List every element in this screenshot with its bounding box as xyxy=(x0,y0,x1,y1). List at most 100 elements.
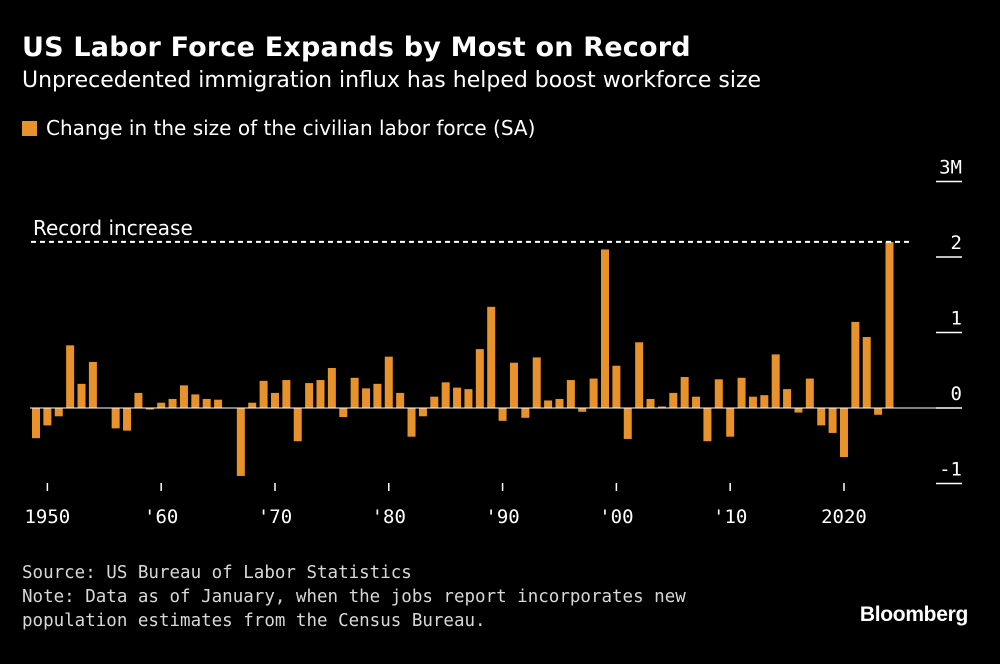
bar-1961 xyxy=(168,398,177,408)
bar-1964 xyxy=(202,398,211,408)
bar-1986 xyxy=(453,387,462,408)
bar-2018 xyxy=(817,408,826,426)
bar-1998 xyxy=(589,378,598,408)
bar-1969 xyxy=(259,380,268,408)
bar-2006 xyxy=(680,377,689,408)
bar-1976 xyxy=(339,408,348,418)
y-tick-label: 3M xyxy=(939,157,962,179)
legend-swatch xyxy=(22,120,37,136)
y-tick-label: 1 xyxy=(951,308,962,330)
bar-1982 xyxy=(407,408,416,437)
y-axis: 3M 2 1 0 -1 xyxy=(936,157,962,485)
bar-2023 xyxy=(874,408,883,415)
bar-1963 xyxy=(191,394,200,408)
bar-1990 xyxy=(498,408,507,421)
bar-1996 xyxy=(566,380,575,408)
bar-1987 xyxy=(464,389,473,408)
bar-1980 xyxy=(384,356,393,408)
bar-2011 xyxy=(737,377,746,408)
bar-2005 xyxy=(669,392,678,408)
bar-2020 xyxy=(839,408,848,458)
y-tick-label: 2 xyxy=(951,232,962,254)
bar-1954 xyxy=(88,361,97,408)
bar-1950 xyxy=(43,408,52,426)
bar-1960 xyxy=(157,402,166,408)
bar-1981 xyxy=(396,392,405,408)
bar-2000 xyxy=(612,365,621,408)
bar-1975 xyxy=(327,367,336,408)
bar-2007 xyxy=(692,396,701,408)
bloomberg-logo: Bloomberg xyxy=(859,603,968,626)
bar-1970 xyxy=(270,392,279,408)
x-tick-label: '60 xyxy=(144,506,178,528)
x-tick-label: 2020 xyxy=(821,506,867,528)
bar-2017 xyxy=(805,378,814,408)
bar-1985 xyxy=(441,382,450,408)
record-annotation: Record increase xyxy=(31,216,912,243)
y-tick-label: -1 xyxy=(939,459,962,481)
note-line-1: Note: Data as of January, when the jobs … xyxy=(22,587,686,607)
chart-title: US Labor Force Expands by Most on Record xyxy=(22,32,691,63)
chart-subtitle: Unprecedented immigration influx has hel… xyxy=(22,68,762,93)
bar-1958 xyxy=(134,392,143,408)
x-tick-label: '80 xyxy=(372,506,406,528)
bar-2024 xyxy=(885,241,894,408)
bar-1953 xyxy=(77,383,86,408)
bar-2015 xyxy=(783,389,792,408)
x-tick-label: '00 xyxy=(599,506,633,528)
bar-2013 xyxy=(760,395,769,408)
bar-1978 xyxy=(362,388,371,408)
bar-2004 xyxy=(657,406,666,408)
record-label: Record increase xyxy=(33,216,193,240)
bar-1973 xyxy=(305,383,314,408)
bar-1949 xyxy=(32,408,40,439)
bar-1968 xyxy=(248,402,257,408)
bar-1994 xyxy=(544,400,553,408)
x-tick-label: 1950 xyxy=(24,506,70,528)
bar-1971 xyxy=(282,380,291,408)
x-axis: 1950 '60 '70 '80 '90 '00 '10 2020 xyxy=(24,483,867,528)
bar-2003 xyxy=(646,398,655,408)
bar-2016 xyxy=(794,408,803,413)
bar-2001 xyxy=(623,408,632,439)
x-tick-label: '90 xyxy=(485,506,519,528)
bar-1962 xyxy=(179,385,188,408)
x-tick-label: '10 xyxy=(713,506,747,528)
legend: Change in the size of the civilian labor… xyxy=(22,116,535,140)
bar-2009 xyxy=(714,379,723,408)
bar-1988 xyxy=(475,349,484,408)
bar-2021 xyxy=(851,321,860,408)
bar-2014 xyxy=(771,354,780,408)
bar-1991 xyxy=(509,362,518,408)
bar-2010 xyxy=(726,408,735,437)
bar-2008 xyxy=(703,408,712,442)
bar-2022 xyxy=(862,337,871,408)
source-line: Source: US Bureau of Labor Statistics xyxy=(22,563,412,583)
bar-1951 xyxy=(54,408,63,417)
bar-2019 xyxy=(828,408,837,433)
bar-1979 xyxy=(373,383,382,408)
bar-2012 xyxy=(748,396,757,408)
bar-1956 xyxy=(111,408,120,429)
source-note: Source: US Bureau of Labor Statistics No… xyxy=(22,561,686,633)
bar-1992 xyxy=(521,408,530,418)
bar-1952 xyxy=(66,345,75,408)
bar-1972 xyxy=(293,408,302,442)
bar-1983 xyxy=(418,408,427,417)
bar-2002 xyxy=(635,342,644,408)
bar-1984 xyxy=(430,396,439,408)
bars-group xyxy=(32,241,894,476)
bar-1995 xyxy=(555,398,564,408)
bar-1957 xyxy=(123,408,132,431)
legend-label: Change in the size of the civilian labor… xyxy=(46,116,536,140)
bar-1999 xyxy=(601,249,609,408)
bar-1997 xyxy=(578,408,587,412)
bar-1974 xyxy=(316,380,325,408)
y-tick-label: 0 xyxy=(951,383,962,405)
bar-1977 xyxy=(350,377,359,408)
bar-1993 xyxy=(532,357,541,408)
bar-1967 xyxy=(236,408,245,476)
note-line-2: population estimates from the Census Bur… xyxy=(22,611,486,631)
bar-1959 xyxy=(145,408,154,410)
